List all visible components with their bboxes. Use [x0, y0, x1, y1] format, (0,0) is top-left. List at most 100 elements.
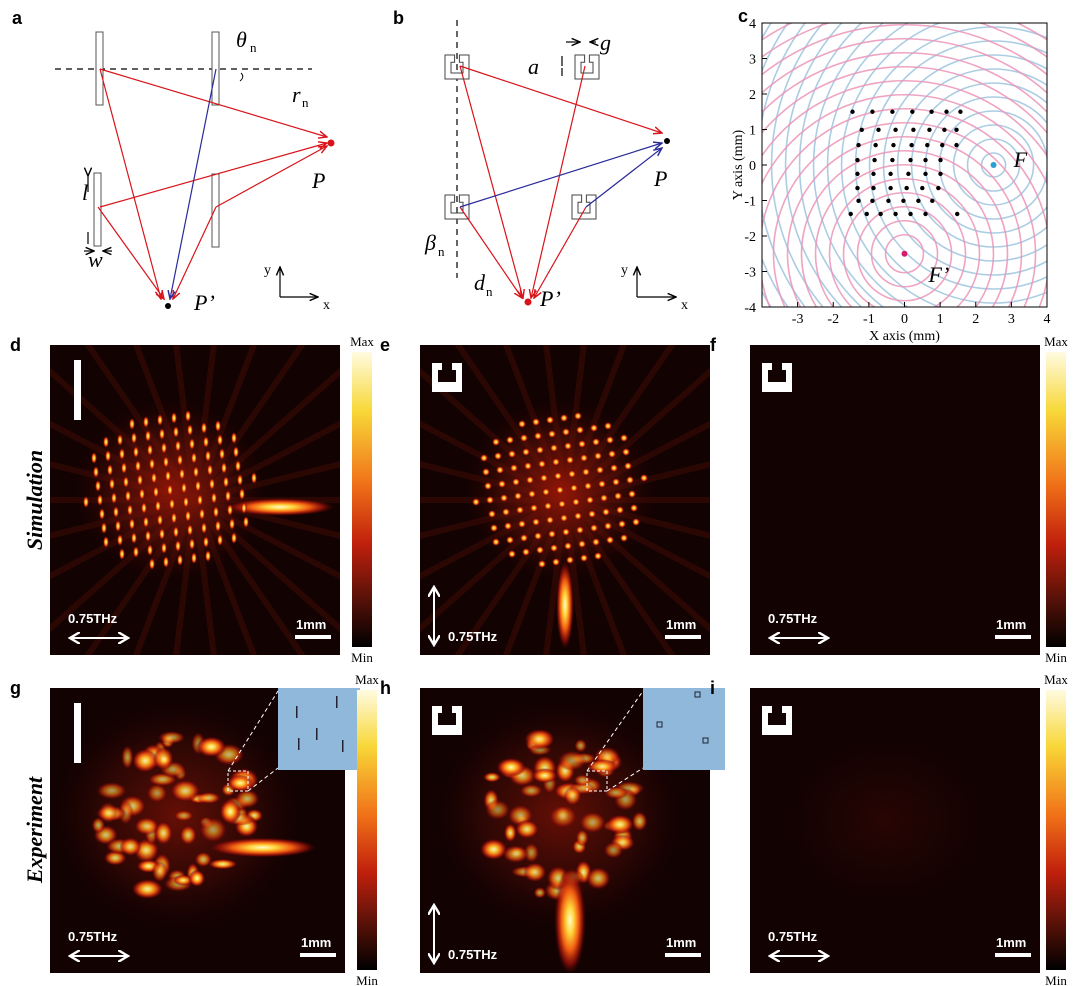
- spot: [131, 432, 137, 444]
- element-dot: [938, 158, 942, 162]
- spot: [510, 464, 518, 472]
- spot: [117, 534, 123, 546]
- blob: [574, 739, 587, 753]
- spot: [225, 490, 231, 502]
- spot: [480, 454, 488, 462]
- spot: [149, 458, 155, 470]
- spot: [167, 484, 173, 496]
- inset-element: [342, 740, 344, 752]
- spot: [237, 474, 243, 486]
- spot: [145, 430, 151, 442]
- blob: [603, 841, 623, 858]
- blob: [515, 820, 539, 839]
- label: x: [681, 298, 688, 313]
- spot: [127, 504, 133, 516]
- element-dot: [901, 199, 905, 203]
- spot: [103, 436, 109, 448]
- element: [212, 174, 219, 247]
- spot: [123, 476, 129, 488]
- line: [460, 66, 523, 298]
- spot: [574, 412, 582, 420]
- label: h: [380, 678, 391, 698]
- spot: [506, 436, 514, 444]
- line: [460, 66, 662, 133]
- colorbar-max: Max: [1044, 672, 1068, 687]
- label: n: [486, 284, 493, 299]
- blob: [531, 768, 557, 783]
- element-dot: [923, 172, 927, 176]
- spot: [159, 428, 165, 440]
- spot: [213, 506, 219, 518]
- blob: [524, 729, 553, 750]
- blob: [219, 799, 241, 824]
- element-dot: [904, 186, 908, 190]
- line: [216, 146, 327, 207]
- spot: [209, 478, 215, 490]
- spot: [129, 518, 135, 530]
- spot: [193, 466, 199, 478]
- spot: [498, 480, 506, 488]
- row-label: Experiment: [22, 776, 47, 884]
- spot: [177, 554, 183, 566]
- spot: [179, 468, 185, 480]
- y-tick-label: 4: [749, 17, 756, 32]
- spot: [572, 498, 580, 506]
- heatmap: [750, 345, 1040, 655]
- blob: [120, 837, 142, 856]
- spot: [554, 472, 562, 480]
- spot: [508, 550, 516, 558]
- y-tick-label: 3: [749, 53, 756, 68]
- x-tick-label: -2: [827, 312, 839, 327]
- spot: [191, 452, 197, 464]
- spot: [191, 552, 197, 564]
- spot: [169, 498, 175, 510]
- spot: [560, 514, 568, 522]
- spot: [502, 508, 510, 516]
- colorbar: [357, 690, 377, 970]
- spot: [203, 536, 209, 548]
- spot: [608, 450, 616, 458]
- spot: [580, 454, 588, 462]
- glow: [775, 731, 995, 911]
- spot: [484, 482, 492, 490]
- spot: [520, 534, 528, 542]
- element-dot: [908, 158, 912, 162]
- spot: [99, 508, 105, 520]
- spot: [121, 462, 127, 474]
- spot: [492, 538, 500, 546]
- spot: [540, 474, 548, 482]
- label: 1mm: [996, 617, 1026, 632]
- spot: [141, 502, 147, 514]
- spot: [239, 488, 245, 500]
- element-dot: [873, 143, 877, 147]
- spot: [512, 478, 520, 486]
- spot: [516, 506, 524, 514]
- spot: [115, 520, 121, 532]
- blob: [174, 810, 194, 821]
- spot: [131, 532, 137, 544]
- spot: [171, 512, 177, 524]
- spot: [548, 530, 556, 538]
- spot: [201, 422, 207, 434]
- spot: [219, 448, 225, 460]
- beam: [554, 866, 586, 976]
- blob: [485, 799, 511, 820]
- blob: [121, 745, 133, 769]
- element-dot: [878, 212, 882, 216]
- spot: [233, 446, 239, 458]
- spot: [576, 526, 584, 534]
- spot: [562, 528, 570, 536]
- spot: [119, 448, 125, 460]
- label: 1mm: [666, 617, 696, 632]
- spot: [566, 556, 574, 564]
- spot: [149, 558, 155, 570]
- spot: [580, 554, 588, 562]
- spot: [197, 494, 203, 506]
- spot: [588, 510, 596, 518]
- spot: [596, 466, 604, 474]
- element: [96, 32, 103, 105]
- spot: [606, 536, 614, 544]
- y-tick-label: 1: [749, 124, 756, 139]
- spot: [640, 474, 648, 482]
- element-dot: [865, 212, 869, 216]
